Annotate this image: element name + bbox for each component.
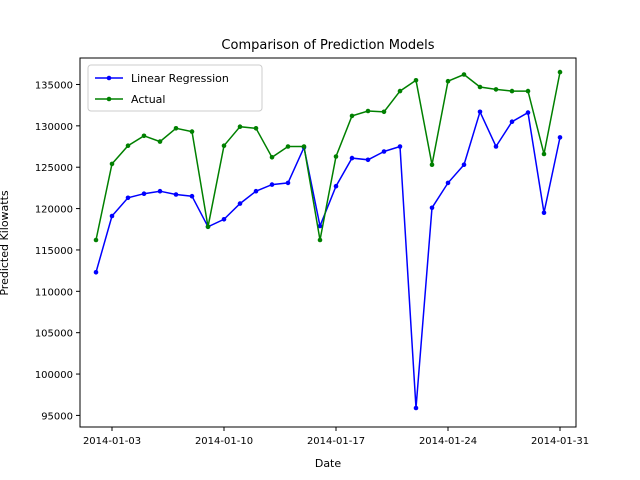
data-point — [493, 144, 499, 149]
data-point — [317, 223, 323, 229]
data-point — [477, 84, 483, 90]
data-point — [429, 205, 435, 211]
data-point — [333, 154, 339, 159]
data-point — [157, 139, 163, 144]
data-point — [157, 188, 163, 194]
series-line-actual — [95, 71, 561, 241]
data-point — [109, 213, 115, 219]
data-point — [429, 162, 435, 167]
data-point — [397, 144, 403, 149]
data-point — [413, 78, 419, 83]
data-point — [93, 270, 99, 275]
data-point — [461, 162, 467, 167]
data-point — [189, 129, 195, 134]
legend: Linear Regression Actual — [87, 64, 263, 112]
data-point — [141, 133, 147, 139]
y-axis-title: Predicted Kilowatts — [0, 190, 11, 296]
y-tick-label: 110000 — [35, 287, 73, 298]
axes-frame — [79, 57, 577, 428]
plot-area: 2014-01-03 2014-01-10 2014-01-17 2014-01-24… — [35, 57, 589, 447]
data-point — [477, 109, 483, 115]
data-point — [237, 124, 243, 129]
data-point — [541, 151, 547, 157]
data-point — [333, 183, 339, 189]
x-tick-label: 2014-01-10 — [195, 436, 253, 447]
x-tick-label: 2014-01-31 — [531, 436, 589, 447]
data-point — [253, 188, 259, 194]
data-point — [189, 193, 195, 199]
legend-label: Actual — [131, 93, 165, 106]
data-point — [541, 210, 547, 215]
data-point — [413, 405, 419, 411]
x-axis-title: Date — [315, 457, 342, 470]
x-tick-label: 2014-01-17 — [307, 436, 365, 447]
y-tick-label: 115000 — [35, 246, 73, 257]
data-point — [141, 191, 147, 196]
data-point — [381, 109, 387, 115]
data-point — [365, 108, 371, 114]
data-point — [173, 192, 179, 197]
y-tick-label: 100000 — [35, 370, 73, 381]
y-tick-label: 120000 — [35, 205, 73, 216]
data-point — [349, 155, 355, 161]
data-point — [173, 126, 179, 131]
data-point — [125, 195, 131, 201]
y-tick-label: 95000 — [41, 411, 73, 422]
data-point — [317, 237, 323, 243]
data-point — [93, 237, 99, 243]
data-point — [365, 157, 371, 163]
series-line-linear-regression — [95, 109, 561, 409]
data-point — [509, 88, 515, 94]
y-tick-label: 130000 — [35, 122, 73, 133]
legend-box — [87, 64, 263, 112]
data-point — [445, 180, 451, 186]
y-tick-label: 135000 — [35, 80, 73, 91]
data-point — [285, 144, 291, 149]
data-point — [269, 155, 275, 160]
data-point — [125, 143, 131, 148]
x-tick-label: 2014-01-24 — [419, 436, 477, 447]
data-point — [221, 217, 227, 222]
data-point — [349, 113, 355, 119]
y-tick-label: 125000 — [35, 163, 73, 174]
data-point — [557, 69, 563, 75]
data-point — [525, 88, 531, 94]
data-point — [397, 88, 403, 94]
chart-title: Comparison of Prediction Models — [221, 38, 434, 53]
data-point — [285, 180, 291, 186]
data-point — [461, 72, 467, 77]
data-point — [221, 143, 227, 148]
data-point — [493, 87, 499, 92]
data-point — [525, 110, 531, 115]
data-point — [557, 135, 563, 140]
legend-marker — [106, 75, 112, 81]
x-tick-label: 2014-01-03 — [83, 436, 141, 447]
legend-label: Linear Regression — [131, 72, 229, 85]
data-point — [509, 119, 515, 124]
data-point — [237, 201, 243, 206]
data-point — [269, 182, 275, 187]
data-point — [205, 224, 211, 230]
data-point — [109, 161, 115, 167]
data-point — [301, 144, 307, 149]
data-point — [445, 78, 451, 84]
legend-marker — [106, 96, 112, 102]
y-tick-label: 105000 — [35, 329, 73, 340]
data-point — [253, 126, 259, 131]
data-point — [381, 149, 387, 154]
